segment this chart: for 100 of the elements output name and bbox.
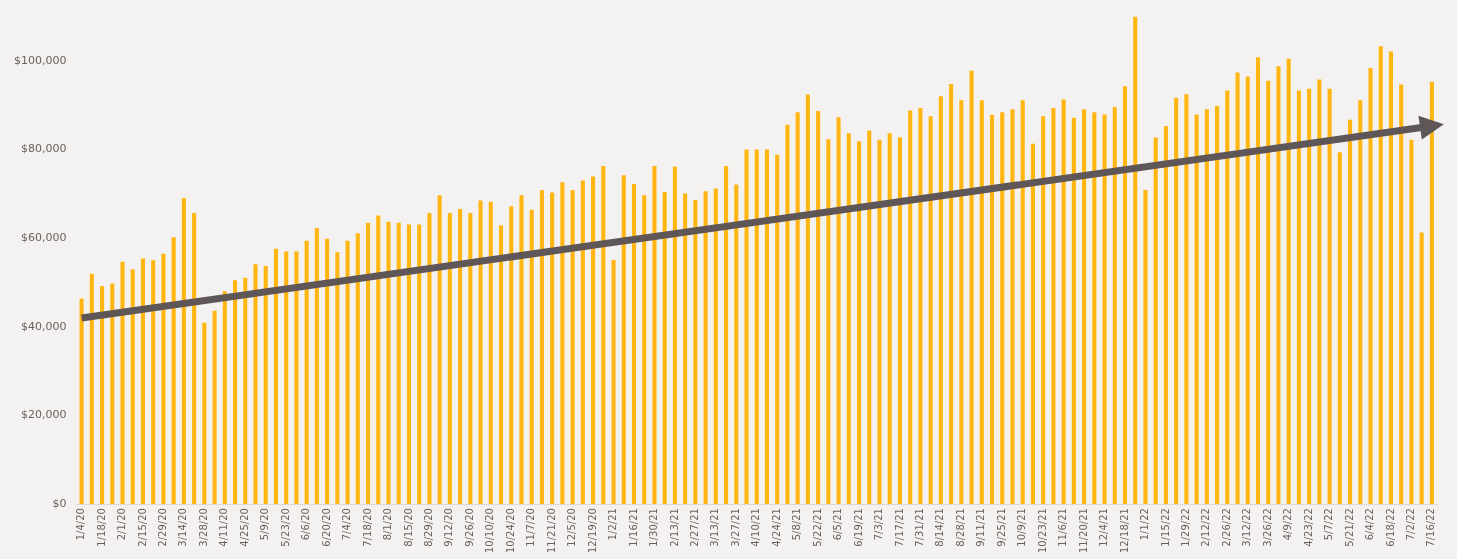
bar <box>365 222 371 505</box>
x-tick-label: 3/28/20 <box>197 508 209 547</box>
x-tick-label: 10/24/20 <box>504 508 516 554</box>
x-tick-label: 12/5/20 <box>566 508 578 547</box>
bar <box>325 238 330 505</box>
x-tick-label: 1/4/20 <box>75 508 87 541</box>
x-tick-label: 4/11/20 <box>218 508 230 547</box>
bar <box>529 209 534 505</box>
x-tick-label: 12/4/21 <box>1098 508 1110 547</box>
bar <box>652 165 657 505</box>
bar <box>1358 100 1363 505</box>
x-tick-label: 8/28/21 <box>954 508 966 547</box>
bar <box>662 192 667 505</box>
x-tick-label: 1/29/22 <box>1179 508 1191 547</box>
x-tick-label: 2/1/20 <box>116 508 128 541</box>
bar <box>294 251 299 505</box>
bar <box>1102 114 1107 505</box>
bar <box>1327 88 1332 505</box>
bar <box>836 117 841 505</box>
x-tick-label: 9/26/20 <box>463 508 475 547</box>
bar <box>396 222 401 505</box>
x-tick-label: 12/18/21 <box>1118 508 1130 554</box>
bar <box>202 322 207 505</box>
x-tick-label: 7/3/21 <box>873 508 885 541</box>
x-tick-label: 10/10/20 <box>484 508 496 554</box>
x-tick-label: 6/4/22 <box>1364 508 1376 541</box>
x-tick-label: 9/12/20 <box>443 508 455 547</box>
bar <box>1204 109 1209 505</box>
x-tick-label: 9/11/21 <box>975 508 987 547</box>
bar <box>928 116 933 505</box>
x-tick-label: 2/26/22 <box>1220 508 1232 547</box>
x-tick-label: 2/15/20 <box>136 508 148 547</box>
bar <box>509 206 514 505</box>
bar <box>89 273 94 505</box>
bar <box>1276 66 1281 505</box>
x-tick-label: 7/31/21 <box>914 508 926 547</box>
bar <box>764 149 770 505</box>
x-tick-label: 3/13/21 <box>709 508 721 547</box>
bar <box>938 96 943 505</box>
bar <box>1000 112 1005 505</box>
bar <box>140 258 146 505</box>
bar <box>580 180 585 505</box>
bar <box>1266 80 1271 505</box>
x-tick-label: 1/2/21 <box>607 508 619 541</box>
bar <box>1112 107 1117 505</box>
bar <box>376 215 381 505</box>
bar <box>1307 88 1312 505</box>
bar <box>1399 84 1404 505</box>
bar <box>1429 81 1434 505</box>
bar <box>734 184 739 505</box>
bar <box>1174 97 1179 505</box>
x-tick-label: 7/18/20 <box>361 508 373 547</box>
bar <box>1368 68 1373 505</box>
bar <box>273 248 279 505</box>
bar <box>519 195 524 505</box>
x-tick-label: 7/17/21 <box>893 508 905 547</box>
x-tick-label: 2/27/21 <box>688 508 700 547</box>
bar <box>846 133 851 505</box>
bar <box>488 201 493 505</box>
x-tick-label: 5/23/20 <box>279 508 291 547</box>
y-tick-label: $0 <box>52 496 67 510</box>
bar <box>243 277 248 505</box>
bar <box>867 130 872 505</box>
bar <box>672 166 677 505</box>
x-tick-label: 5/21/22 <box>1343 508 1355 547</box>
bar <box>222 291 227 505</box>
bar <box>877 139 882 505</box>
bar <box>1092 112 1097 505</box>
bar <box>897 137 902 505</box>
bar <box>212 310 217 505</box>
bar <box>1225 90 1230 505</box>
x-tick-label: 4/9/22 <box>1282 508 1294 541</box>
x-tick-label: 1/30/21 <box>648 508 660 547</box>
bar <box>949 83 954 505</box>
bar <box>1020 100 1025 505</box>
bar <box>979 100 984 505</box>
bar <box>1194 114 1199 505</box>
bar <box>795 112 800 505</box>
bar <box>550 192 555 505</box>
x-tick-label: 8/14/21 <box>934 508 946 547</box>
bar <box>1030 143 1035 505</box>
bar <box>386 221 391 505</box>
x-tick-label: 2/29/20 <box>157 508 169 547</box>
bar <box>437 195 442 505</box>
bar <box>171 237 176 505</box>
bar <box>989 114 995 505</box>
y-tick-label: $40,000 <box>20 319 67 333</box>
bar <box>130 269 135 505</box>
x-tick-label: 4/23/22 <box>1302 508 1314 547</box>
y-tick-label: $80,000 <box>20 142 67 156</box>
x-tick-label: 3/12/22 <box>1241 508 1253 547</box>
x-tick-label: 2/12/22 <box>1200 508 1212 547</box>
bar <box>1122 86 1128 505</box>
bar <box>1071 117 1076 505</box>
bar <box>591 176 596 505</box>
bar <box>151 260 156 505</box>
bar <box>785 124 790 505</box>
bar <box>918 107 923 505</box>
bar <box>406 224 411 505</box>
bar <box>468 212 473 505</box>
